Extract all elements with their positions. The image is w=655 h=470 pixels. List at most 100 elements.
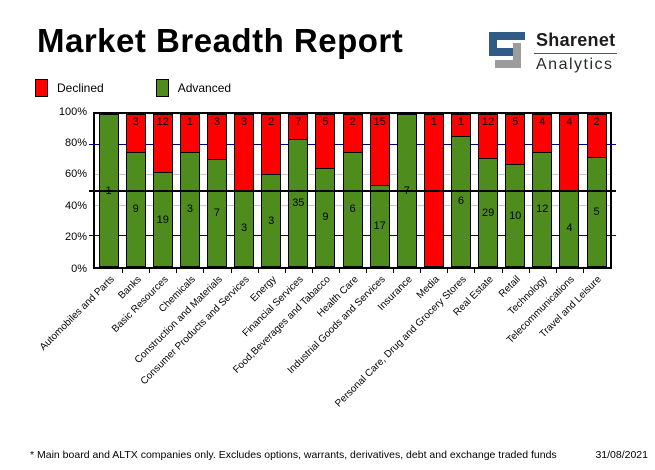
page-title: Market Breadth Report xyxy=(37,22,404,59)
sharenet-logo-icon xyxy=(489,32,525,68)
advanced-value: 29 xyxy=(481,206,495,219)
declined-value: 4 xyxy=(539,116,546,128)
x-axis-tick xyxy=(311,269,313,273)
x-axis-tick xyxy=(284,269,286,273)
declined-value: 2 xyxy=(593,116,600,128)
advanced-segment: 17 xyxy=(370,184,389,266)
sharenet-logo-text: Sharenet Analytics xyxy=(534,30,618,74)
x-axis-tick xyxy=(338,269,340,273)
x-axis-tick xyxy=(474,269,476,273)
declined-segment: 3 xyxy=(207,115,226,161)
logo-brand: Sharenet xyxy=(534,30,618,54)
advanced-value: 3 xyxy=(186,203,193,216)
chart-legend: Declined Advanced xyxy=(35,79,231,97)
advanced-segment: 6 xyxy=(451,135,470,266)
x-axis-tick xyxy=(501,269,503,273)
legend-item-declined: Declined xyxy=(35,79,104,97)
x-axis-tick xyxy=(420,269,422,273)
legend-item-advanced: Advanced xyxy=(155,79,232,97)
x-axis-tick xyxy=(447,269,449,273)
advanced-value: 5 xyxy=(593,206,600,219)
declined-segment: 5 xyxy=(316,115,335,169)
advanced-segment: 35 xyxy=(289,139,308,266)
declined-segment: 12 xyxy=(153,115,172,174)
advanced-segment: 9 xyxy=(126,151,145,266)
x-axis-tick xyxy=(366,269,368,273)
declined-value: 7 xyxy=(295,116,302,128)
declined-value: 5 xyxy=(512,116,519,128)
x-axis-tick xyxy=(393,269,395,273)
y-tick-label-80: 80% xyxy=(64,136,87,149)
declined-segment: 1 xyxy=(451,115,470,137)
advanced-value: 10 xyxy=(509,209,522,222)
advanced-segment: 3 xyxy=(180,151,199,266)
declined-segment: 4 xyxy=(560,115,579,191)
fifty-percent-reference-line xyxy=(89,189,616,192)
declined-segment: 3 xyxy=(126,115,145,153)
declined-segment: 15 xyxy=(370,115,389,186)
declined-segment: 2 xyxy=(262,115,281,176)
report-date: 31/08/2021 xyxy=(595,449,648,461)
declined-segment: 2 xyxy=(587,115,606,159)
legend-label-advanced: Advanced xyxy=(177,81,232,95)
declined-segment: 1 xyxy=(180,115,199,153)
advanced-value: 19 xyxy=(156,213,169,226)
logo-subtitle: Analytics xyxy=(536,56,614,73)
advanced-segment: 12 xyxy=(533,151,552,266)
x-axis-tick xyxy=(149,269,151,273)
y-tick-label-60: 60% xyxy=(64,168,87,181)
x-axis-tick xyxy=(176,269,178,273)
advanced-segment: 19 xyxy=(153,172,172,266)
advanced-value: 3 xyxy=(241,222,248,235)
x-axis-tick xyxy=(555,269,557,273)
x-axis-tick xyxy=(528,269,530,273)
declined-value: 2 xyxy=(268,116,275,128)
advanced-value: 9 xyxy=(322,211,329,224)
advanced-value: 6 xyxy=(349,203,356,216)
y-tick-label-40: 40% xyxy=(64,199,87,212)
advanced-segment: 4 xyxy=(560,189,579,266)
declined-segment: 12 xyxy=(479,115,498,160)
declined-value: 2 xyxy=(349,116,356,128)
declined-value: 3 xyxy=(241,116,248,128)
bar-slot: 12 19 xyxy=(149,114,176,267)
declined-value: 1 xyxy=(186,116,193,128)
declined-segment: 5 xyxy=(506,115,525,166)
advanced-segment: 7 xyxy=(207,159,226,266)
advanced-segment: 29 xyxy=(479,158,498,266)
advanced-value: 12 xyxy=(536,203,549,216)
x-axis-tick xyxy=(203,269,205,273)
declined-value: 5 xyxy=(322,116,329,128)
advanced-segment: 3 xyxy=(262,174,281,266)
declined-segment: 2 xyxy=(343,115,362,153)
bar-slot: 7 35 xyxy=(285,114,312,267)
advanced-value: 4 xyxy=(566,222,573,235)
advanced-value: 7 xyxy=(213,207,221,220)
declined-value: 12 xyxy=(156,116,169,128)
stacked-bar-basic-resources: 12 19 xyxy=(152,114,173,267)
y-tick-label-100: 100% xyxy=(58,105,87,118)
x-axis-tick xyxy=(230,269,232,273)
advanced-segment: 9 xyxy=(316,167,335,266)
bar-slot: 12 29 xyxy=(475,114,502,267)
declined-value: 12 xyxy=(481,116,495,128)
advanced-segment: 3 xyxy=(235,189,254,266)
advanced-value: 6 xyxy=(457,195,465,208)
declined-value: 3 xyxy=(213,116,221,128)
declined-segment: 3 xyxy=(235,115,254,191)
declined-segment: 7 xyxy=(289,115,308,141)
declined-value: 1 xyxy=(430,116,437,128)
advanced-segment: 10 xyxy=(506,164,525,266)
sharenet-logo: Sharenet Analytics xyxy=(487,30,618,74)
stacked-bar-financial-services: 7 35 xyxy=(288,114,309,267)
y-tick-label-0: 0% xyxy=(71,262,87,275)
advanced-value: 9 xyxy=(132,203,139,216)
declined-swatch-icon xyxy=(35,79,48,97)
advanced-swatch-icon xyxy=(155,79,169,97)
x-axis-tick xyxy=(122,269,124,273)
